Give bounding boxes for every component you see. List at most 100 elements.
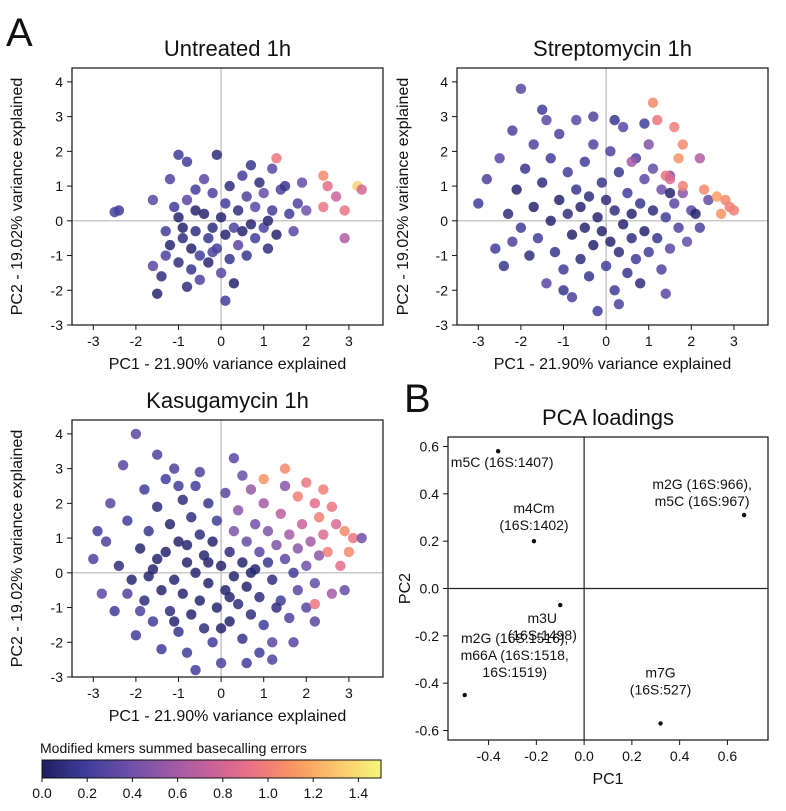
data-point: [347, 532, 359, 544]
data-point: [622, 267, 633, 279]
data-point: [152, 553, 163, 565]
data-point: [288, 226, 299, 237]
data-point: [673, 222, 684, 233]
data-point: [249, 232, 261, 244]
data-point: [356, 532, 367, 544]
y-tick-label: 4: [440, 74, 448, 90]
plot-frame: [71, 419, 384, 678]
data-point: [339, 525, 350, 537]
data-point: [330, 518, 342, 530]
data-point: [669, 121, 680, 133]
data-point: [220, 295, 231, 306]
data-point: [186, 264, 197, 275]
y-tick-label: -2: [436, 282, 449, 298]
data-point: [254, 546, 265, 558]
data-point: [681, 236, 693, 247]
data-point: [343, 546, 355, 558]
data-point: [156, 584, 167, 596]
data-point: [152, 288, 163, 299]
x-axis-label: PC1 - 21.90% variance explained: [109, 356, 346, 373]
data-point: [626, 232, 637, 244]
x-tick-label: -2: [515, 333, 528, 349]
data-point: [301, 602, 312, 613]
data-point: [541, 278, 552, 289]
data-point: [330, 191, 342, 202]
data-point: [181, 156, 193, 167]
colorbar: Modified kmers summed basecalling errors…: [32, 740, 382, 801]
chart-kasugamycin: Kasugamycin 1h -3 -2 -1 0 1 2 3 -3 -2 -1 0 1 2 3 4 PC1 -…: [9, 388, 384, 725]
data-point: [190, 567, 201, 579]
data-point: [284, 208, 295, 220]
data-point: [245, 484, 257, 495]
data-point: [224, 180, 235, 192]
data-point: [643, 139, 654, 150]
data-point: [673, 153, 684, 164]
data-point: [173, 480, 184, 492]
data-point: [309, 616, 321, 627]
y-tick-label: 0: [55, 213, 63, 229]
y-tick-label: -0.6: [415, 723, 439, 739]
y-tick-label: -1: [51, 600, 64, 616]
data-point: [617, 121, 629, 133]
colorbar-tick-label: 0.6: [168, 785, 188, 801]
data-point: [215, 212, 227, 223]
data-point: [194, 250, 206, 261]
data-point: [537, 104, 548, 115]
data-point: [271, 539, 282, 551]
data-point: [292, 543, 303, 554]
y-tick-label: 1: [440, 178, 448, 194]
data-point: [258, 473, 269, 485]
loading-annotation: m3U: [527, 610, 557, 626]
data-point: [160, 546, 171, 558]
data-point: [130, 630, 142, 641]
data-point: [541, 114, 552, 126]
y-tick-label: 0.2: [420, 533, 440, 549]
data-point: [528, 201, 539, 213]
plot-frame: [71, 67, 384, 326]
data-point: [579, 222, 591, 233]
data-point: [566, 229, 578, 240]
data-point: [207, 536, 218, 547]
data-point: [669, 198, 680, 209]
x-tick-label: -0.4: [477, 748, 501, 764]
data-point: [313, 512, 325, 523]
data-point: [339, 232, 350, 244]
data-point: [656, 184, 667, 195]
data-point: [122, 588, 133, 599]
data-point: [507, 236, 518, 247]
y-tick-label: 0: [440, 213, 448, 229]
x-tick-label: 3: [345, 685, 353, 701]
data-point: [600, 260, 612, 272]
data-point: [613, 246, 625, 258]
data-point: [267, 205, 278, 216]
data-point: [237, 226, 248, 237]
x-tick-label: 0.0: [574, 748, 594, 764]
data-point: [279, 553, 291, 565]
data-point: [647, 205, 659, 216]
x-axis-label: PC1 - 21.90% variance explained: [494, 356, 731, 373]
data-point: [232, 239, 244, 251]
data-point: [622, 187, 633, 199]
data-point: [211, 515, 223, 526]
data-point: [490, 243, 501, 254]
y-tick-label: 2: [55, 495, 63, 511]
data-point: [579, 156, 591, 167]
y-tick-label: -2: [51, 282, 64, 298]
colorbar-label: Modified kmers summed basecalling errors: [40, 740, 307, 756]
data-point: [292, 584, 303, 596]
data-point: [156, 644, 167, 655]
data-point: [215, 623, 227, 634]
loading-point: [658, 721, 663, 726]
data-point: [139, 484, 150, 495]
y-tick-label: -2: [51, 634, 64, 650]
data-point: [664, 243, 676, 254]
data-point: [267, 637, 278, 648]
y-tick-label: 0.6: [420, 438, 440, 454]
x-tick-label: 3: [730, 333, 738, 349]
data-point: [122, 515, 133, 526]
data-point: [181, 281, 193, 292]
data-point: [301, 205, 312, 216]
data-point: [215, 657, 227, 669]
x-tick-label: -2: [130, 333, 143, 349]
data-point: [262, 243, 274, 254]
